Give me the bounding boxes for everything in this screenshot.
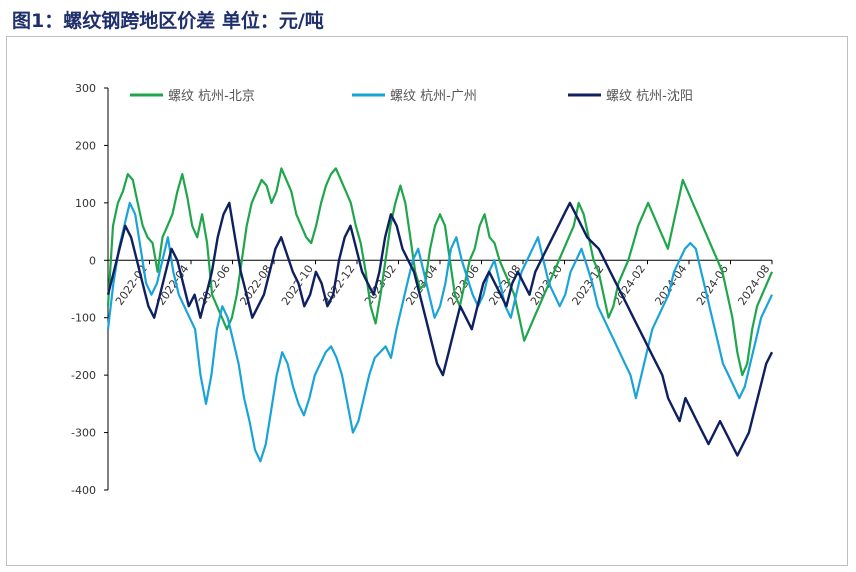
- y-tick-label: 300: [75, 82, 96, 95]
- series-line-3: [106, 201, 774, 457]
- y-tick-label: 100: [75, 197, 96, 210]
- series-lines: [106, 167, 774, 463]
- chart-title: 图1：螺纹钢跨地区价差 单位：元/吨: [12, 10, 324, 32]
- legend-label-1: 螺纹 杭州-北京: [168, 89, 255, 104]
- series-line-2: [106, 201, 773, 463]
- x-tick-label: 2022-10: [279, 263, 316, 308]
- y-tick-label: -300: [71, 427, 96, 440]
- y-tick-label: -400: [71, 484, 96, 497]
- y-tick-label: 0: [89, 254, 96, 267]
- legend-label-3: 螺纹 杭州-沈阳: [606, 89, 693, 104]
- legend: 螺纹 杭州-北京 螺纹 杭州-广州 螺纹 杭州-沈阳: [130, 89, 693, 104]
- chart-frame: [6, 36, 848, 566]
- series-line-1: [106, 167, 774, 377]
- y-tick-label: -200: [71, 369, 96, 382]
- y-tick-label: 200: [75, 139, 96, 152]
- y-tick-label: -100: [71, 312, 96, 325]
- legend-label-2: 螺纹 杭州-广州: [390, 89, 477, 104]
